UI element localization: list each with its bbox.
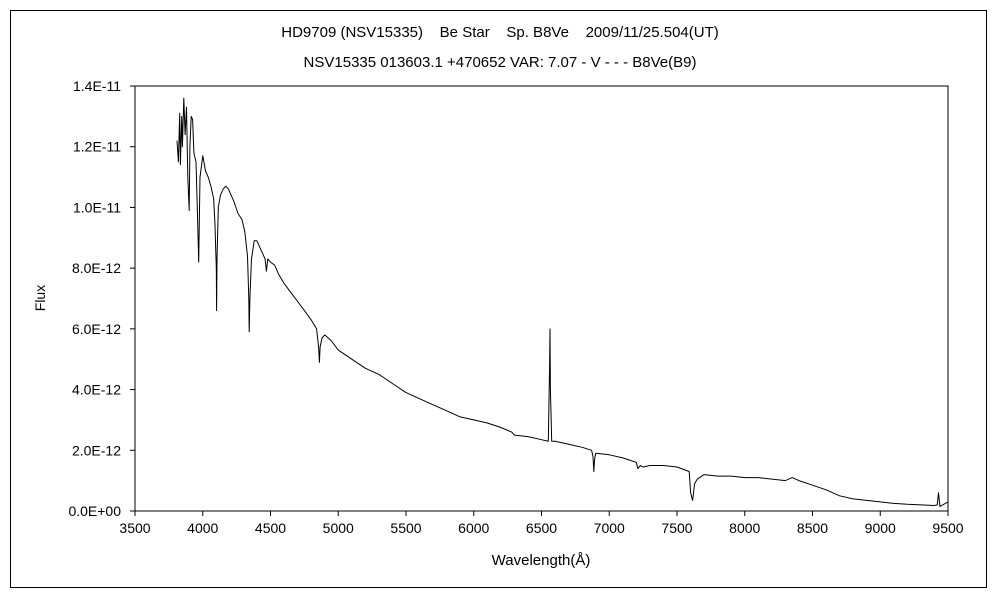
chart-frame (10, 10, 987, 588)
chart-title: HD9709 (NSV15335) Be Star Sp. B8Ve 2009/… (281, 24, 719, 41)
y-tick-label: 1.2E-11 (73, 139, 121, 155)
x-tick-label: 6000 (458, 520, 489, 536)
x-tick-label: 4500 (255, 520, 286, 536)
y-tick-label: 6.0E-12 (72, 321, 121, 337)
y-tick-label: 4.0E-12 (72, 382, 121, 398)
x-tick-label: 8500 (797, 520, 828, 536)
y-tick-label: 1.0E-11 (73, 199, 121, 215)
x-tick-label: 5500 (390, 520, 421, 536)
x-tick-label: 5000 (323, 520, 354, 536)
chart-subtitle: NSV15335 013603.1 +470652 VAR: 7.07 - V … (303, 54, 697, 71)
x-tick-label: 6500 (526, 520, 557, 536)
x-tick-label: 4000 (187, 520, 218, 536)
x-tick-label: 9000 (865, 520, 896, 536)
x-tick-label: 3500 (119, 520, 150, 536)
x-tick-label: 9500 (932, 520, 963, 536)
axes: 3500 4000 4500 5000 5500 6000 6500 7000 7500 8000… (68, 78, 963, 536)
x-axis-label: Wavelength(Å) (491, 552, 591, 569)
plot-area-border (134, 85, 949, 512)
y-tick-label: 8.0E-12 (72, 260, 121, 276)
series (176, 97, 949, 507)
y-tick-label: 0.0E+00 (68, 503, 121, 519)
x-tick-label: 8000 (729, 520, 760, 536)
y-tick-label: 1.4E-11 (73, 78, 121, 94)
y-tick-label: 2.0E-12 (72, 442, 121, 458)
x-tick-label: 7000 (594, 520, 625, 536)
spectrum-line (176, 97, 949, 507)
x-tick-label: 7500 (661, 520, 692, 536)
